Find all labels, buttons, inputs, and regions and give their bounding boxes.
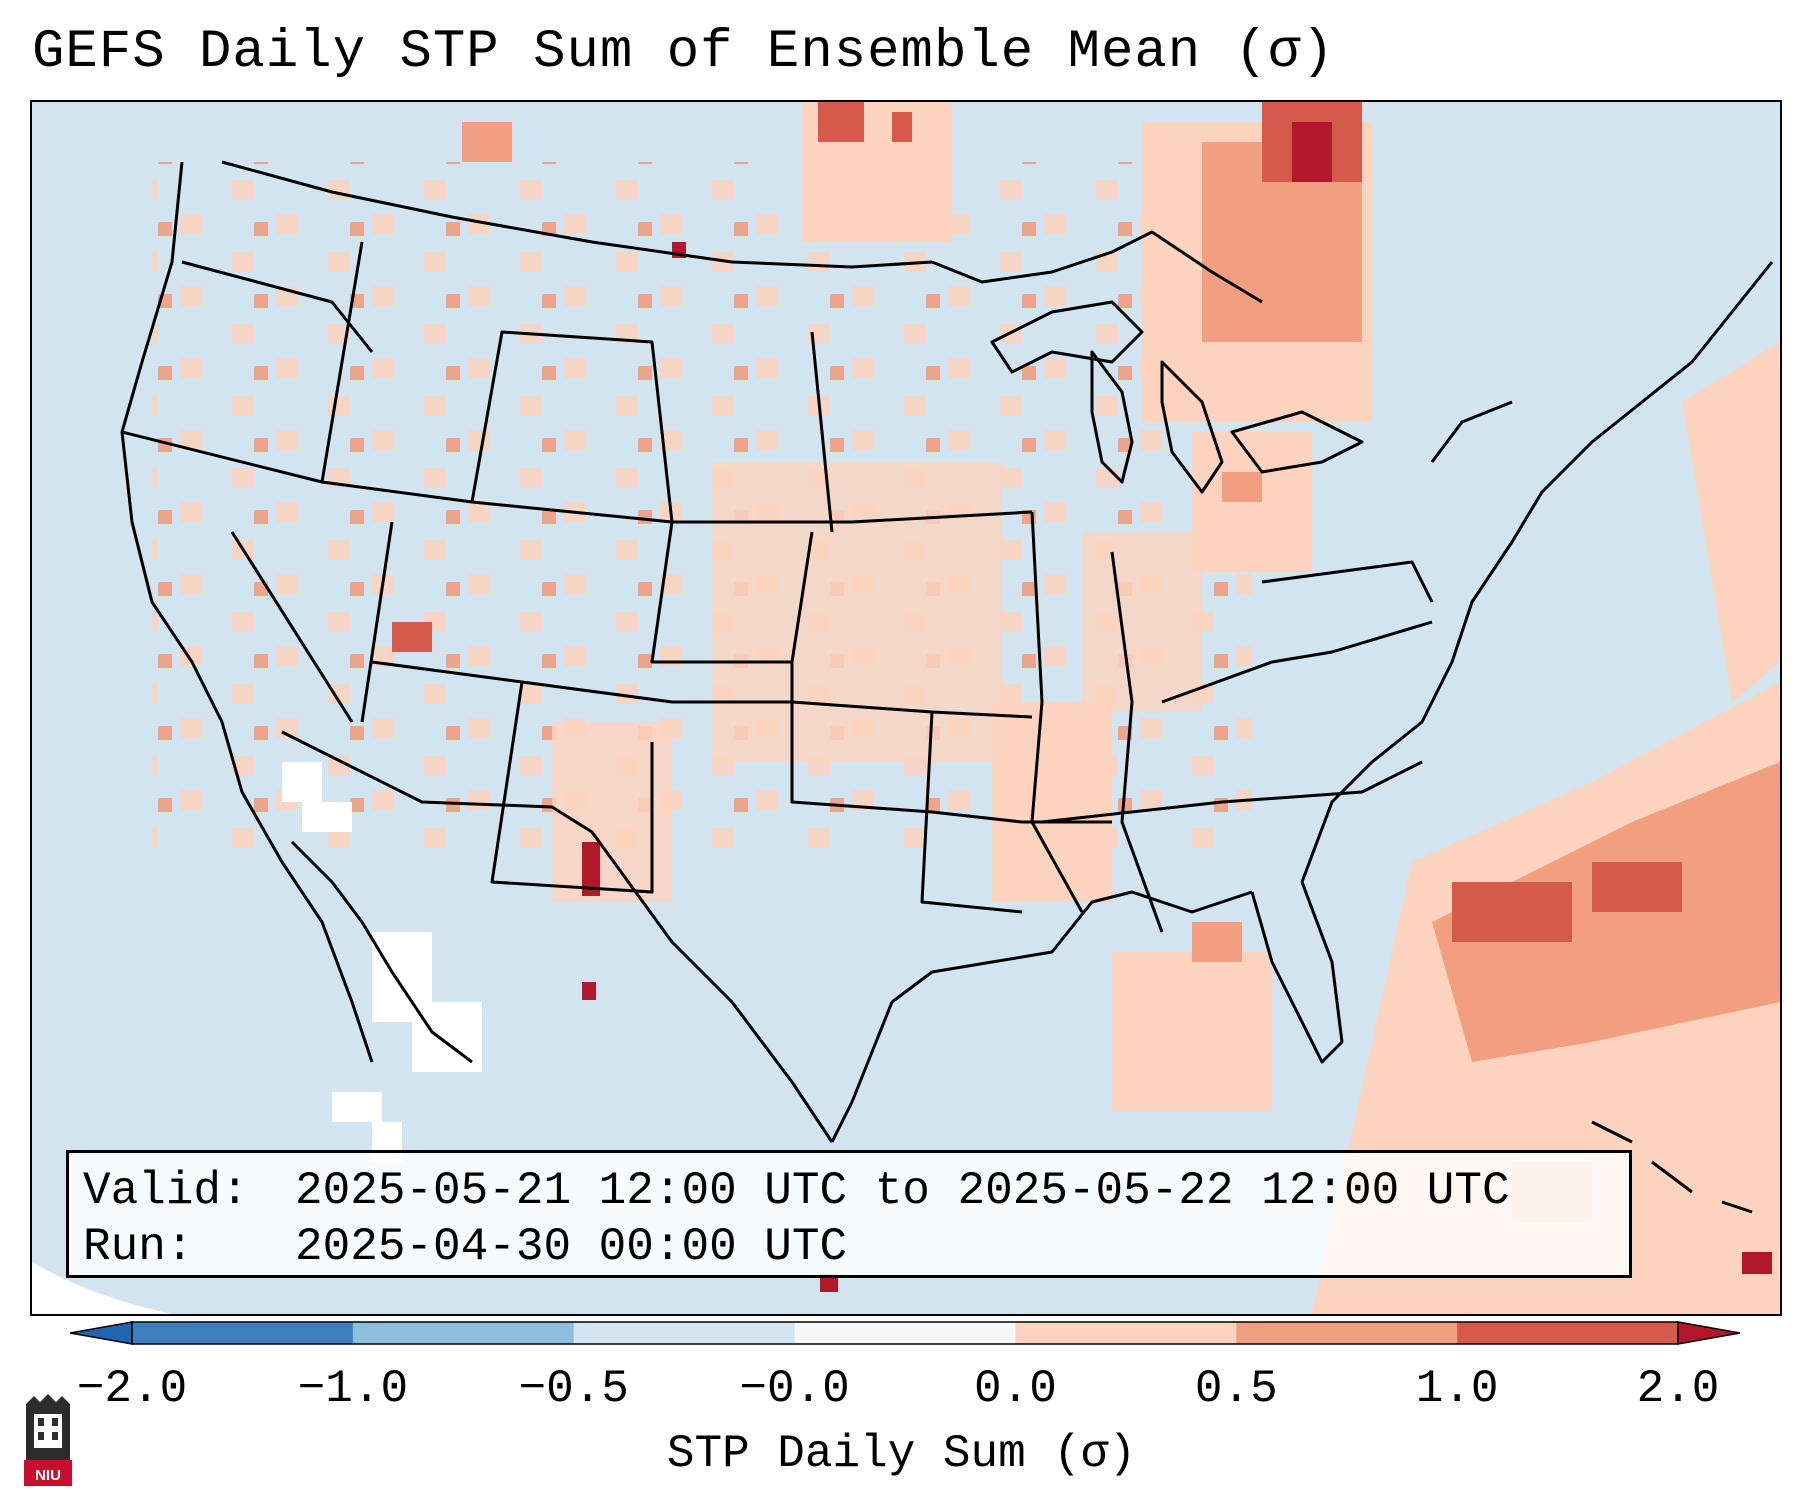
valid-value: 2025-05-21 12:00 UTC to 2025-05-22 12:00… <box>295 1165 1510 1217</box>
colorbar-bin <box>794 1322 1016 1344</box>
colorbar-extend-low <box>70 1321 133 1345</box>
colorbar-bin <box>352 1322 575 1344</box>
colorbar-label: STP Daily Sum (σ) <box>666 1428 1137 1480</box>
projection-edge <box>32 1262 172 1314</box>
colorbar-tick-label: 0.5 <box>1194 1363 1278 1415</box>
logo-text: NIU <box>35 1467 61 1484</box>
run-value: 2025-04-30 00:00 UTC <box>295 1221 848 1273</box>
niu-logo: NIU <box>24 1394 72 1486</box>
valid-run-infobox: Valid: 2025-05-21 12:00 UTC to 2025-05-22… <box>66 1150 1632 1278</box>
colorbar-tick-label: −0.0 <box>739 1363 850 1415</box>
colorbar-extend-high <box>1677 1321 1740 1345</box>
colorbar <box>70 1321 1740 1345</box>
valid-line: Valid: 2025-05-21 12:00 UTC to 2025-05-22… <box>83 1163 1615 1219</box>
anomaly-region-great-lakes <box>1142 102 1372 572</box>
zero-patches-mexico <box>282 762 482 1162</box>
colorbar-tick-label: −1.0 <box>297 1363 409 1415</box>
colorbar-frame <box>131 1321 1679 1345</box>
colorbar-tick-label: 1.0 <box>1415 1363 1499 1415</box>
anomaly-region-central <box>392 462 1272 1292</box>
boundaries <box>120 160 1774 1143</box>
islands <box>1591 1120 1753 1214</box>
colorbar-bin <box>573 1322 796 1344</box>
valid-key: Valid: <box>83 1165 249 1217</box>
colorbar-bin <box>1457 1322 1679 1344</box>
colorbar-tick-label: 2.0 <box>1636 1363 1720 1415</box>
map-svg <box>32 102 1780 1314</box>
colorbar-bin <box>1236 1322 1458 1344</box>
colorbar-bin <box>132 1322 354 1344</box>
colorbar-tick-label: −0.5 <box>518 1363 629 1415</box>
colorbar-tick-label: 0.0 <box>974 1363 1057 1415</box>
colorbar-bin <box>1015 1322 1237 1344</box>
run-key: Run: <box>83 1221 194 1273</box>
run-line: Run: 2025-04-30 00:00 UTC <box>83 1219 1615 1275</box>
chart-title: GEFS Daily STP Sum of Ensemble Mean (σ) <box>32 22 1335 83</box>
map-panel[interactable] <box>30 100 1782 1316</box>
anomaly-region-north <box>462 102 952 258</box>
colorbar-tick-label: −2.0 <box>76 1363 188 1415</box>
